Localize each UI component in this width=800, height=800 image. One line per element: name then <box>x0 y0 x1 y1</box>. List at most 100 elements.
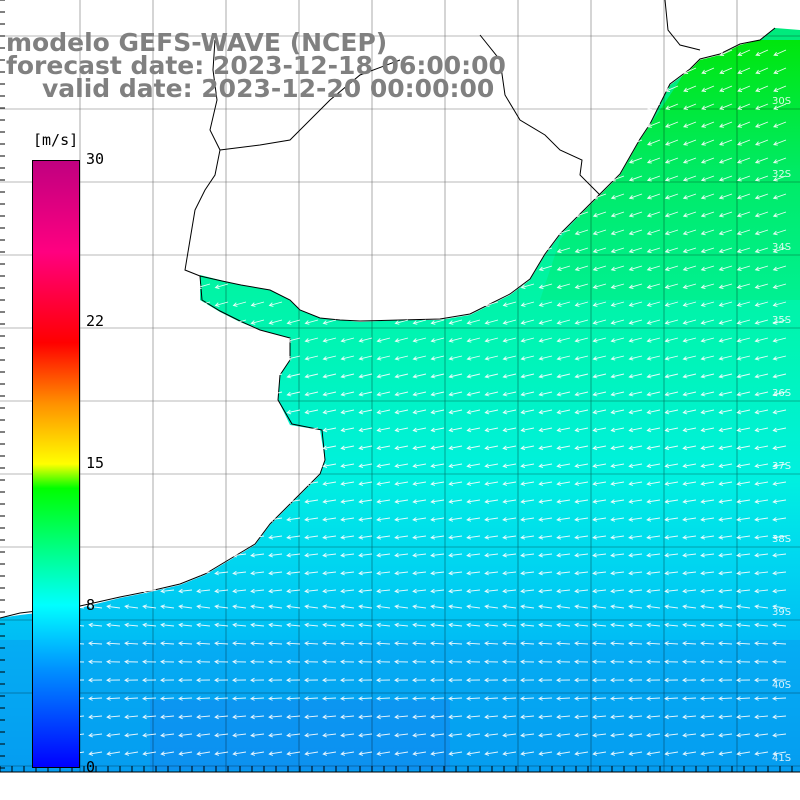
wind-arrow <box>592 751 607 756</box>
wind-arrow <box>556 229 571 236</box>
wind-arrow <box>394 391 409 397</box>
wind-arrow <box>700 535 715 540</box>
latitude-label: 30S <box>772 96 791 107</box>
wind-arrow <box>88 622 103 628</box>
wind-arrow <box>755 121 769 128</box>
wind-arrow <box>394 570 409 576</box>
wind-arrow <box>502 463 517 469</box>
wind-arrow <box>646 517 661 522</box>
wind-arrow <box>682 229 697 236</box>
wind-arrow <box>736 391 751 397</box>
wind-arrow <box>700 175 715 182</box>
wind-arrow <box>520 714 535 720</box>
wind-arrow <box>682 499 697 504</box>
wind-arrow <box>701 121 715 128</box>
wind-arrow <box>610 445 625 451</box>
wind-arrow <box>538 499 553 504</box>
wind-arrow <box>754 337 769 343</box>
wind-arrow <box>340 355 355 361</box>
wind-arrow <box>268 517 283 522</box>
wind-arrow <box>466 499 481 504</box>
wind-arrow <box>772 229 787 236</box>
wind-arrow <box>700 445 715 451</box>
wind-arrow <box>358 427 373 433</box>
wind-arrow <box>448 355 463 361</box>
wind-arrow <box>592 463 607 469</box>
wind-arrow <box>574 283 589 289</box>
wind-arrow <box>340 337 355 343</box>
wind-arrow <box>412 427 427 433</box>
wind-arrow <box>629 139 643 146</box>
wind-arrow <box>682 283 697 289</box>
wind-arrow <box>376 535 391 540</box>
wind-arrow <box>574 373 589 379</box>
wind-arrow <box>682 265 697 272</box>
wind-arrow <box>520 337 535 343</box>
wind-arrow <box>502 659 517 665</box>
wind-arrow <box>484 659 499 665</box>
wind-arrow <box>646 319 661 325</box>
wind-arrow <box>556 337 571 343</box>
wind-arrow <box>718 604 733 609</box>
wind-arrow <box>214 714 229 720</box>
wind-arrow <box>520 604 535 609</box>
wind-arrow <box>268 696 283 701</box>
wind-arrow <box>466 445 481 451</box>
wind-arrow <box>502 696 517 701</box>
wind-arrow <box>304 535 319 540</box>
wind-arrow <box>232 659 247 665</box>
wind-arrow <box>430 641 445 646</box>
wind-arrow <box>664 714 679 720</box>
colorbar-tick-label: 22 <box>86 312 105 331</box>
wind-arrow <box>628 588 643 594</box>
wind-arrow <box>448 641 463 646</box>
wind-arrow <box>700 588 715 594</box>
wind-arrow <box>124 659 139 665</box>
wind-arrow <box>88 696 103 701</box>
latitude-label: 34S <box>772 242 791 253</box>
wind-arrow <box>286 373 301 379</box>
wind-arrow <box>502 355 517 361</box>
wind-arrow <box>737 49 751 57</box>
wind-arrow <box>448 535 463 540</box>
wind-arrow <box>610 732 625 738</box>
wind-arrow <box>682 247 697 254</box>
wind-arrow <box>430 517 445 522</box>
wind-arrow <box>592 211 607 218</box>
wind-arrow <box>376 391 391 397</box>
wind-arrow <box>610 552 625 558</box>
wind-arrow <box>484 481 499 486</box>
wind-arrow <box>322 427 337 433</box>
wind-arrow <box>412 570 427 576</box>
wind-arrow <box>574 714 589 720</box>
wind-arrow <box>448 409 463 415</box>
wind-arrow <box>520 427 535 433</box>
wind-arrow <box>610 499 625 504</box>
wind-arrow <box>394 714 409 720</box>
wind-arrow <box>682 588 697 594</box>
wind-arrow <box>754 463 769 469</box>
wind-arrow <box>358 677 373 683</box>
wind-arrow <box>773 121 787 128</box>
wind-arrow <box>448 427 463 433</box>
wind-arrow <box>683 103 697 110</box>
wind-arrow <box>484 409 499 415</box>
wind-arrow <box>268 588 283 594</box>
wind-arrow <box>538 283 553 289</box>
wind-arrow <box>412 588 427 594</box>
wind-arrow <box>376 463 391 469</box>
wind-arrow <box>592 337 607 343</box>
colorbar-tick-label: 30 <box>86 150 105 168</box>
wind-arrow <box>772 283 787 289</box>
wind-arrow <box>520 659 535 665</box>
wind-arrow <box>664 463 679 469</box>
wind-arrow <box>754 751 769 756</box>
wind-arrow <box>538 373 553 379</box>
wind-arrow <box>772 211 787 218</box>
wind-arrow <box>628 445 643 451</box>
wind-arrow <box>448 659 463 665</box>
wind-arrow <box>718 445 733 451</box>
wind-arrow <box>700 211 715 218</box>
wind-arrow <box>556 283 571 289</box>
wind-arrow <box>718 157 733 164</box>
